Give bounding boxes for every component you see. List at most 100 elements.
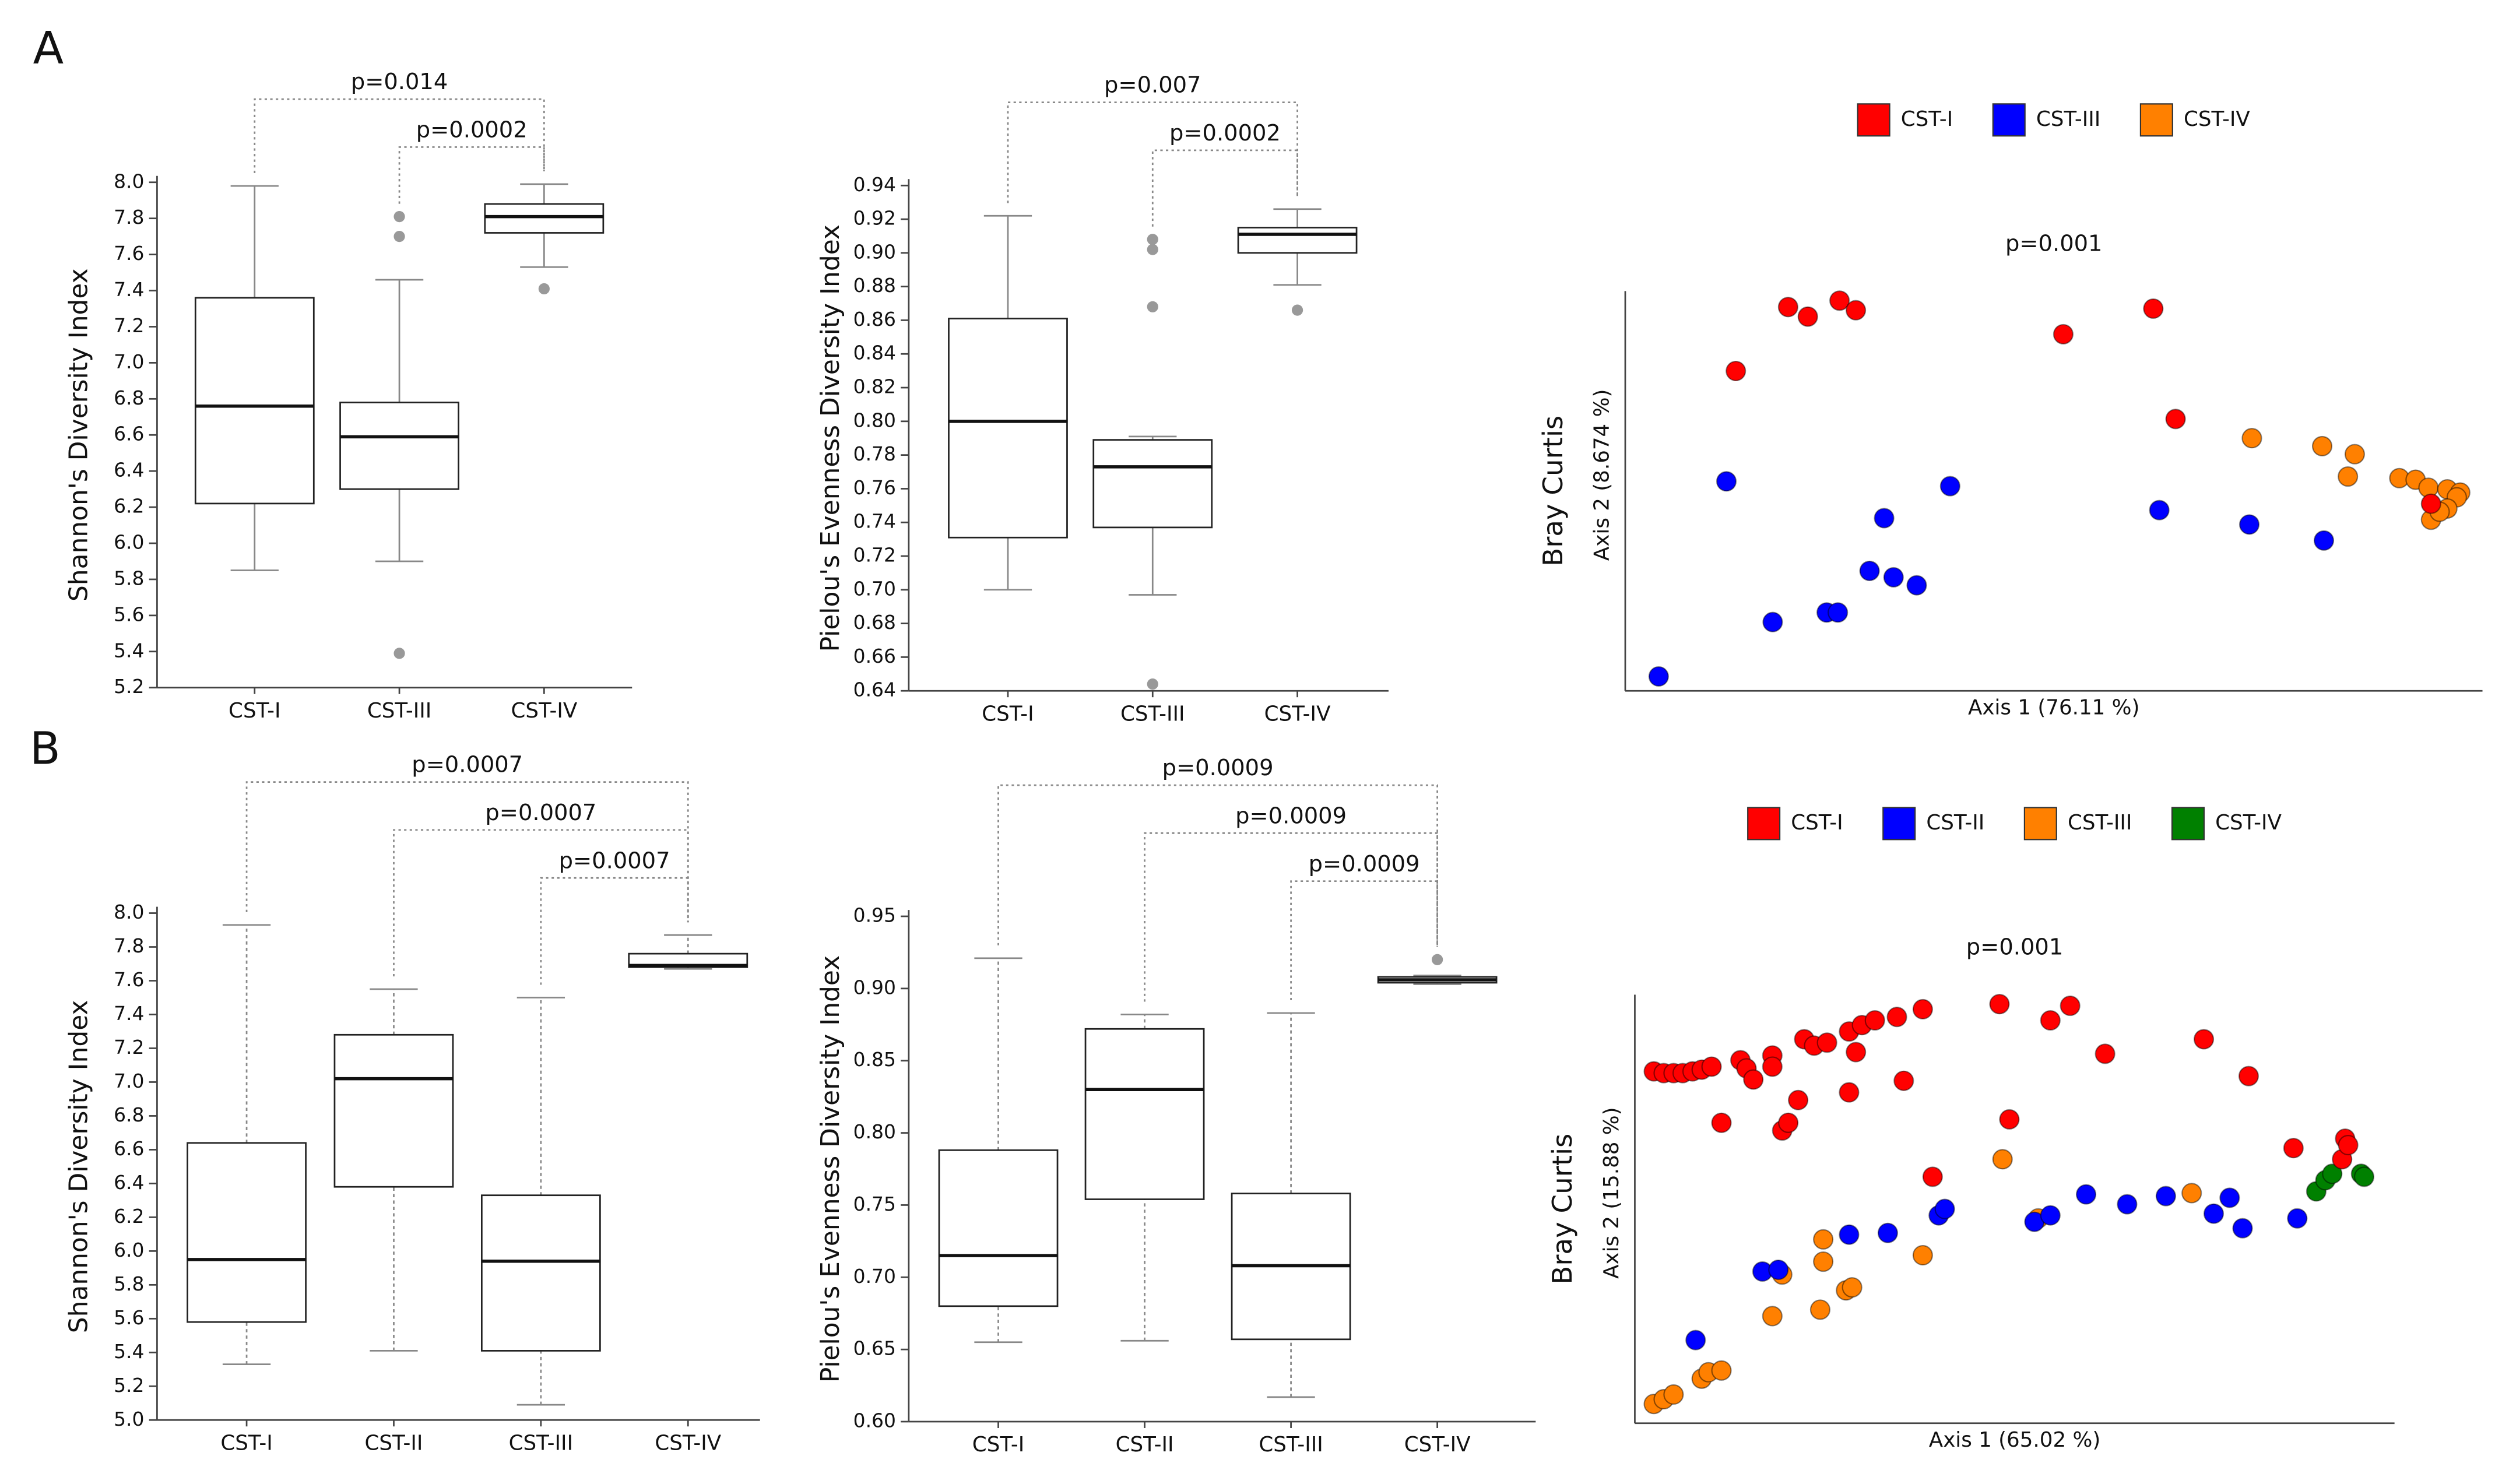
box — [484, 203, 605, 234]
p-value: p=0.0007 — [485, 800, 596, 826]
x-tick-label: CST-IV — [1404, 1433, 1471, 1457]
point — [1768, 1259, 1789, 1281]
y-tick-label: 5.4 — [114, 639, 144, 662]
outlier — [1291, 304, 1303, 316]
box — [339, 402, 459, 490]
point — [1828, 602, 1849, 623]
box — [1237, 227, 1358, 254]
y-tick-label: 7.0 — [114, 1070, 144, 1092]
p-value: p=0.0002 — [1169, 120, 1281, 146]
y-tick-label: 6.8 — [114, 1103, 144, 1126]
y-tick-label: 6.2 — [114, 1205, 144, 1228]
point — [1846, 300, 1867, 321]
y-tick-label: 5.8 — [114, 1272, 144, 1295]
x-tick-label: CST-I — [982, 702, 1034, 726]
significance-bracket — [997, 784, 1438, 947]
y-tick-label: 0.88 — [853, 274, 896, 297]
y-tick-label: 0.78 — [853, 442, 896, 465]
box — [1084, 1028, 1205, 1200]
significance-bracket — [1144, 832, 1438, 1002]
point — [1777, 297, 1798, 318]
point — [2219, 1187, 2240, 1208]
point — [2181, 1183, 2202, 1204]
point — [1762, 1056, 1783, 1077]
y-tick-label: 0.65 — [853, 1337, 896, 1360]
p-value: p=0.0002 — [416, 117, 528, 143]
y-tick-label: 6.2 — [114, 495, 144, 518]
point — [2313, 530, 2335, 551]
outlier — [393, 648, 405, 659]
y-axis-title: Bray Curtis — [1547, 1134, 1578, 1285]
legend-label: CST-I — [1901, 107, 1953, 131]
point — [2344, 444, 2365, 465]
y-tick-label: 0.75 — [853, 1193, 896, 1215]
y-tick-label: 0.68 — [853, 611, 896, 634]
point — [2143, 298, 2164, 319]
point — [1663, 1384, 1684, 1405]
legend-label: CST-IV — [2215, 811, 2282, 835]
point — [1813, 1251, 1834, 1272]
point — [1762, 611, 1783, 632]
plot-title: p=0.001 — [2005, 230, 2102, 256]
point — [1886, 1007, 1907, 1028]
point — [2241, 428, 2262, 449]
outlier — [1147, 678, 1158, 690]
point — [1797, 306, 1818, 327]
point — [1716, 471, 1737, 492]
p-value: p=0.0009 — [1235, 803, 1347, 829]
point — [1829, 290, 1850, 311]
box — [938, 1149, 1059, 1307]
y-tick-label: 6.6 — [114, 423, 144, 445]
point — [2053, 323, 2074, 344]
y-axis-title: Bray Curtis — [1537, 416, 1569, 567]
significance-bracket — [393, 829, 689, 977]
point — [2165, 409, 2186, 430]
y-tick-label: 0.85 — [853, 1048, 896, 1071]
legend-swatch — [1747, 807, 1781, 841]
point — [2232, 1218, 2253, 1239]
point — [2338, 1134, 2359, 1156]
y-tick-label: 0.60 — [853, 1409, 896, 1432]
y-tick-label: 0.90 — [853, 240, 896, 263]
y-tick-label: 5.8 — [114, 567, 144, 589]
point — [2193, 1029, 2215, 1050]
y-tick-label: 0.70 — [853, 577, 896, 600]
y-tick-label: 7.8 — [114, 206, 144, 228]
point — [2238, 1065, 2259, 1086]
box — [187, 1142, 307, 1323]
y-tick-label: 8.0 — [114, 170, 144, 192]
y-tick-label: 6.4 — [114, 459, 144, 481]
y-tick-label: 5.4 — [114, 1340, 144, 1363]
x-axis-label: Axis 1 (76.11 %) — [1968, 695, 2139, 719]
box — [194, 297, 315, 505]
point — [1813, 1229, 1834, 1250]
point — [1989, 994, 2010, 1015]
point — [1809, 1299, 1830, 1320]
point — [1934, 1198, 1955, 1219]
point — [2239, 514, 2260, 535]
y-tick-label: 7.4 — [114, 278, 144, 301]
box — [948, 318, 1068, 539]
point — [2311, 435, 2333, 457]
legend-label: CST-III — [2068, 811, 2132, 835]
y-tick-label: 0.90 — [853, 976, 896, 998]
y-tick-label: 0.95 — [853, 904, 896, 927]
x-tick-label: CST-III — [367, 699, 431, 723]
point — [1648, 666, 1669, 687]
x-axis-label: Axis 1 (65.02 %) — [1929, 1428, 2100, 1452]
x-tick-label: CST-IV — [655, 1431, 721, 1455]
point — [1711, 1112, 1732, 1133]
y-tick-label: 7.0 — [114, 350, 144, 373]
point — [1883, 567, 1904, 588]
point — [1906, 575, 1927, 596]
significance-bracket — [540, 877, 689, 985]
legend-label: CST-IV — [2184, 107, 2250, 131]
point — [1874, 508, 1895, 529]
outlier — [1147, 244, 1158, 255]
point — [2203, 1203, 2225, 1224]
y-tick-label: 7.4 — [114, 1002, 144, 1025]
legend: CST-I CST-III CST-IV — [1857, 103, 2250, 137]
y-axis-label: Pielou's Evenness Diversity Index — [816, 955, 845, 1383]
box — [1092, 439, 1213, 529]
significance-bracket — [398, 146, 545, 204]
